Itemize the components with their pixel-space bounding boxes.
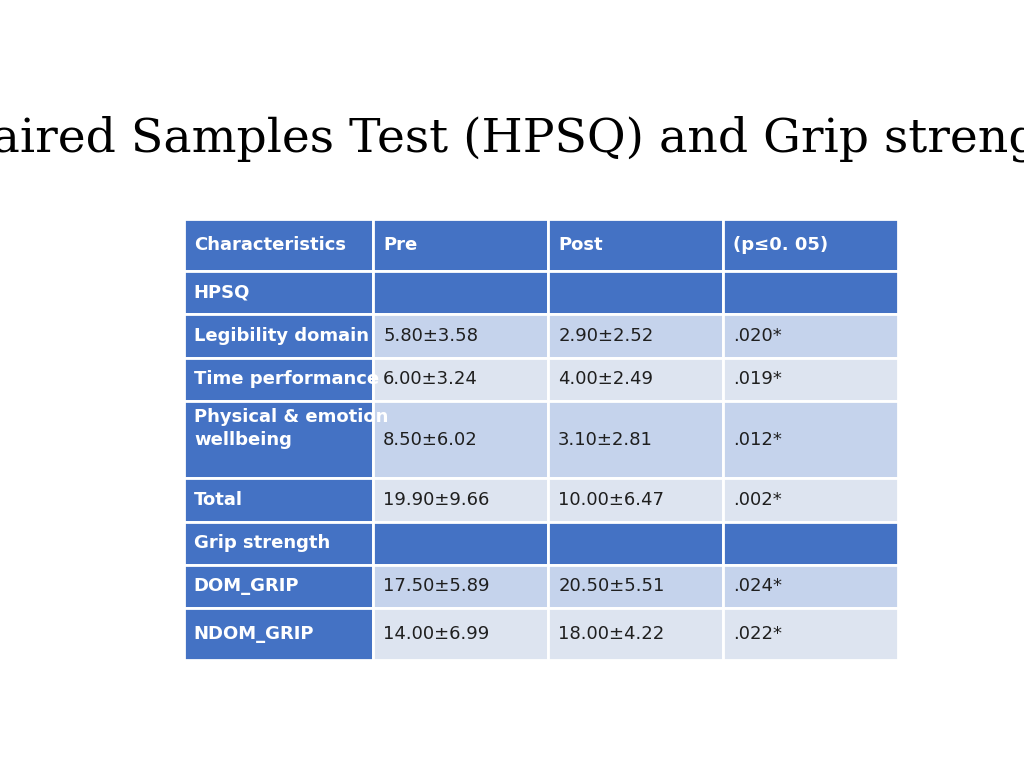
Bar (723, 521, 898, 564)
Bar (183, 314, 373, 358)
Bar (183, 220, 373, 271)
Text: NDOM_GRIP: NDOM_GRIP (194, 625, 314, 643)
Bar (183, 608, 373, 660)
Text: 14.00±6.99: 14.00±6.99 (383, 625, 489, 643)
Bar (373, 271, 548, 314)
Bar (548, 271, 723, 314)
Text: HPSQ: HPSQ (194, 283, 250, 302)
Text: .020*: .020* (733, 327, 782, 345)
Bar (723, 271, 898, 314)
Bar (183, 521, 373, 564)
Bar (723, 401, 898, 478)
Bar (183, 271, 373, 314)
Bar (548, 478, 723, 521)
Bar (183, 401, 373, 478)
Text: 3.10±2.81: 3.10±2.81 (558, 431, 653, 449)
Text: Characteristics: Characteristics (194, 237, 346, 254)
Text: .002*: .002* (733, 491, 782, 509)
Bar (723, 608, 898, 660)
Bar (723, 358, 898, 401)
Bar (548, 521, 723, 564)
Text: DOM_GRIP: DOM_GRIP (194, 578, 299, 595)
Text: Total: Total (194, 491, 243, 509)
Bar (183, 478, 373, 521)
Text: Legibility domain: Legibility domain (194, 327, 369, 345)
Bar (548, 564, 723, 608)
Bar (548, 401, 723, 478)
Text: Paired Samples Test (HPSQ) and Grip strength: Paired Samples Test (HPSQ) and Grip stre… (0, 116, 1024, 162)
Bar (373, 478, 548, 521)
Text: Physical & emotion
wellbeing: Physical & emotion wellbeing (194, 408, 388, 449)
Bar (723, 478, 898, 521)
Text: Time performance: Time performance (194, 370, 379, 388)
Text: Grip strength: Grip strength (194, 535, 330, 552)
Bar (723, 564, 898, 608)
Bar (183, 358, 373, 401)
Text: .022*: .022* (733, 625, 782, 643)
Bar (373, 521, 548, 564)
Text: (p≤0. 05): (p≤0. 05) (733, 237, 828, 254)
Bar (723, 220, 898, 271)
Bar (373, 314, 548, 358)
Text: 8.50±6.02: 8.50±6.02 (383, 431, 478, 449)
Text: .019*: .019* (733, 370, 782, 388)
Text: 6.00±3.24: 6.00±3.24 (383, 370, 478, 388)
Bar (548, 608, 723, 660)
Bar (373, 564, 548, 608)
Text: Post: Post (558, 237, 603, 254)
Text: 20.50±5.51: 20.50±5.51 (558, 578, 665, 595)
Text: 10.00±6.47: 10.00±6.47 (558, 491, 665, 509)
Text: .012*: .012* (733, 431, 782, 449)
Bar (373, 358, 548, 401)
Bar (373, 401, 548, 478)
Bar (723, 314, 898, 358)
Bar (373, 608, 548, 660)
Bar (548, 220, 723, 271)
Text: 17.50±5.89: 17.50±5.89 (383, 578, 489, 595)
Bar (548, 314, 723, 358)
Bar (183, 564, 373, 608)
Bar (373, 220, 548, 271)
Text: 18.00±4.22: 18.00±4.22 (558, 625, 665, 643)
Text: Pre: Pre (383, 237, 418, 254)
Text: 5.80±3.58: 5.80±3.58 (383, 327, 478, 345)
Bar (548, 358, 723, 401)
Text: .024*: .024* (733, 578, 782, 595)
Text: 2.90±2.52: 2.90±2.52 (558, 327, 653, 345)
Text: 19.90±9.66: 19.90±9.66 (383, 491, 489, 509)
Text: 4.00±2.49: 4.00±2.49 (558, 370, 653, 388)
